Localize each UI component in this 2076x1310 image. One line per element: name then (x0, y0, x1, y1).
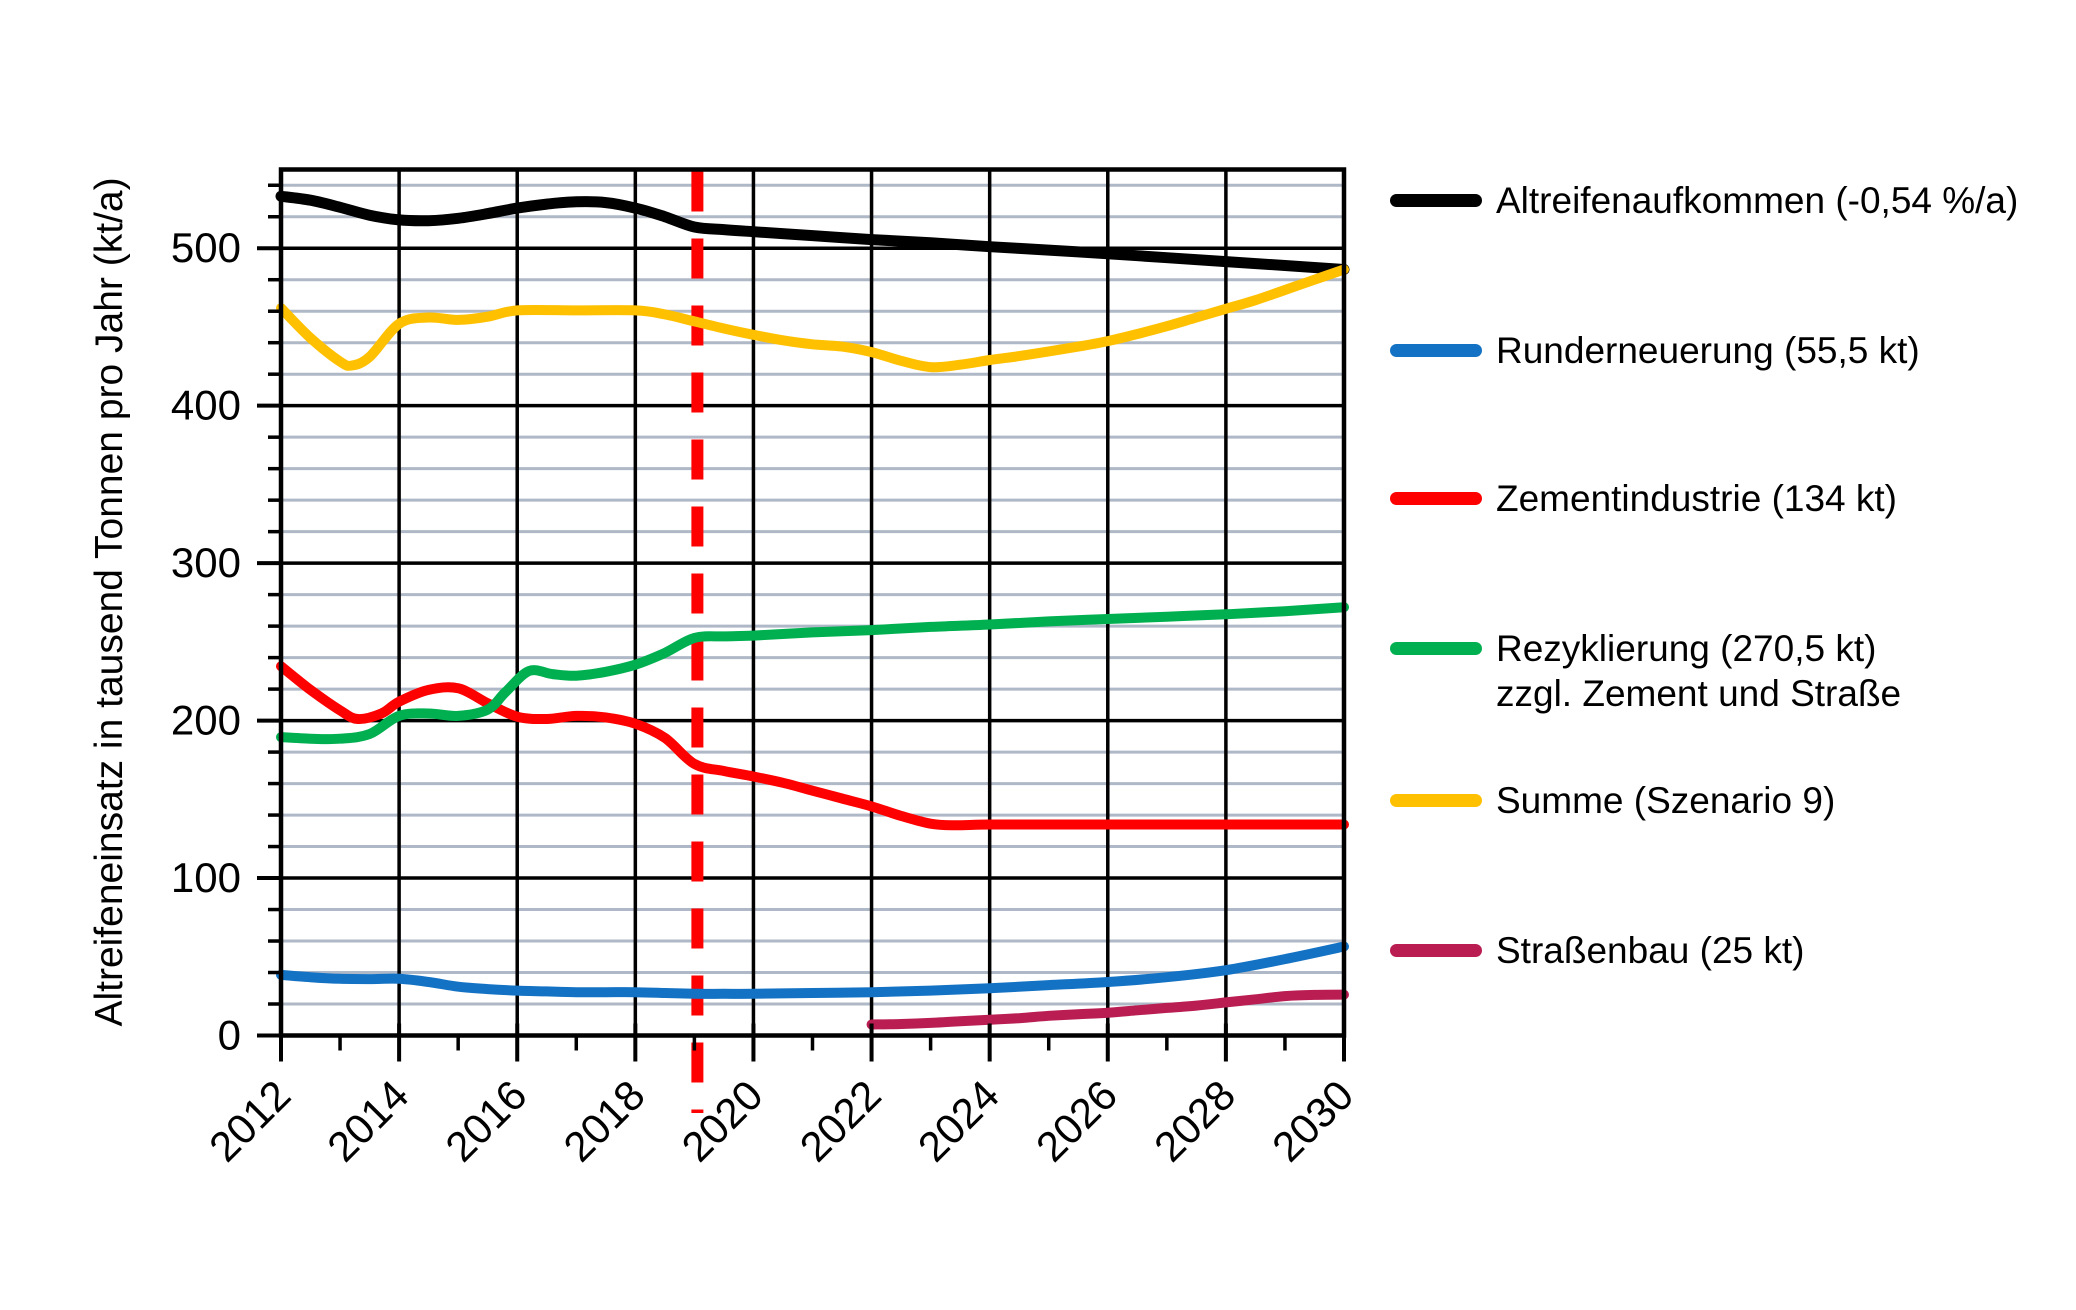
y-tick-label: 500 (171, 224, 241, 271)
gridlines-major (281, 169, 1344, 1036)
series-line-altreifenaufkommen (275, 190, 1350, 275)
x-tick-label: 2030 (1263, 1071, 1362, 1170)
gridlines-minor (281, 183, 1344, 1006)
y-tick-label: 100 (171, 854, 241, 901)
y-tick-label: 400 (171, 382, 241, 429)
series-line-zementindustrie (276, 661, 1349, 831)
series-line-rezyklierung (276, 602, 1349, 745)
x-tick-label: 2014 (318, 1071, 417, 1170)
plot-border (278, 167, 1347, 1038)
x-tick-label: 2022 (791, 1071, 890, 1170)
series-line-runderneuerung (276, 941, 1349, 999)
y-axis-title: Altreifeneinsatz in tausend Tonnen pro J… (88, 177, 131, 1026)
x-tick-label: 2026 (1027, 1071, 1126, 1170)
y-tick-label: 0 (218, 1012, 241, 1059)
x-axis-tick-labels: 2012 2014 2016 2018 2020 2022 2024 2026 2028 2030 (200, 1071, 1362, 1170)
x-tick-label: 2020 (673, 1071, 772, 1170)
series-line-strassenbau (866, 989, 1349, 1030)
x-tick-label: 2024 (909, 1071, 1008, 1170)
x-tick-label: 2028 (1145, 1071, 1244, 1170)
y-tick-label: 200 (171, 697, 241, 744)
axis-ticks (257, 183, 1346, 1062)
x-tick-label: 2012 (200, 1071, 299, 1170)
series-line-summe (276, 264, 1349, 373)
y-tick-label: 300 (171, 539, 241, 586)
data-series (275, 190, 1350, 1030)
x-tick-label: 2016 (436, 1071, 535, 1170)
x-tick-label: 2018 (554, 1071, 653, 1170)
y-axis-tick-labels: 0 100 200 300 400 500 (171, 224, 241, 1058)
